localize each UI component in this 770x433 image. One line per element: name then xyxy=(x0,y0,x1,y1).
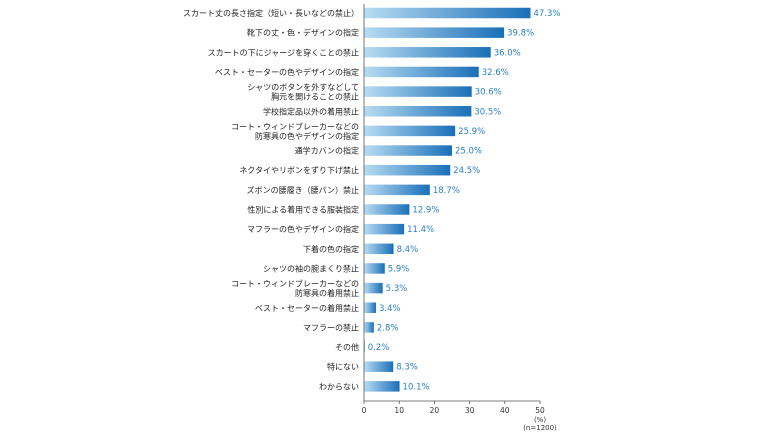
bar xyxy=(364,66,479,78)
category-label: 性別による着用できる服装指定 xyxy=(247,205,359,215)
category-label: マフラーの色やデザインの指定 xyxy=(247,224,359,234)
category-label-line: シャツのボタンを外すなどして xyxy=(247,82,359,92)
value-label: 2.8% xyxy=(377,323,399,333)
bar xyxy=(364,125,456,137)
category-label: コート・ウィンドブレーカーなどの防寒具の色やデザインの指定 xyxy=(231,121,359,141)
x-tick-label: 40 xyxy=(500,406,510,415)
value-label: 12.9% xyxy=(412,206,439,216)
x-tick-label: 50 xyxy=(535,406,545,415)
bar xyxy=(364,164,451,176)
value-label: 0.2% xyxy=(368,343,390,353)
x-tick-label: 20 xyxy=(430,406,440,415)
category-label: スカート丈の長さ指定（短い・長いなどの禁止） xyxy=(183,8,359,18)
x-tick-label: 10 xyxy=(394,406,404,415)
unit-label: (%) xyxy=(534,416,546,424)
bar xyxy=(364,263,385,274)
value-label: 25.9% xyxy=(458,127,485,137)
value-label: 39.8% xyxy=(507,29,534,39)
bar xyxy=(364,302,376,313)
category-label-line: 防寒具の着用禁止 xyxy=(295,288,359,298)
sample-size-note: (n=1200) xyxy=(523,424,557,432)
value-label: 30.5% xyxy=(474,107,501,117)
bar xyxy=(364,27,505,38)
x-axis: 0 10 20 30 40 50(%)(n=1200) xyxy=(362,4,557,432)
x-tick-label: 0 xyxy=(362,406,367,415)
value-label: 25.0% xyxy=(455,147,482,157)
bar xyxy=(364,145,452,156)
category-label: コート・ウィンドブレーカーなどの防寒具の着用禁止 xyxy=(231,279,359,299)
category-label-line: コート・ウィンドブレーカーなどの xyxy=(231,279,359,289)
category-label: スカートの下にジャージを穿くことの禁止 xyxy=(208,47,359,57)
value-label: 24.5% xyxy=(453,166,480,176)
value-label: 30.6% xyxy=(475,88,502,98)
value-label: 5.9% xyxy=(388,264,410,274)
bar xyxy=(364,243,394,255)
category-label-line: コート・ウィンドブレーカーなどの xyxy=(231,121,359,131)
category-label: ネクタイやリボンをずり下げ禁止 xyxy=(239,165,359,175)
category-label: 学校指定品以外の着用禁止 xyxy=(263,106,359,116)
value-label: 11.4% xyxy=(407,225,434,235)
category-label: 下着の色の指定 xyxy=(303,244,359,254)
category-label: 靴下の丈・色・デザインの指定 xyxy=(247,28,359,38)
category-label: わからない xyxy=(319,382,359,391)
category-label: ベスト・セーターの着用禁止 xyxy=(255,303,359,313)
bar xyxy=(364,223,405,235)
category-label: ズボンの腰履き（腰パン）禁止 xyxy=(247,185,359,195)
bar xyxy=(364,381,400,392)
value-label: 8.3% xyxy=(396,363,418,373)
value-label: 10.1% xyxy=(403,382,430,392)
category-label: マフラーの禁止 xyxy=(303,322,359,332)
category-label: ベスト・セーターの色やデザインの指定 xyxy=(215,67,359,77)
value-label: 3.4% xyxy=(379,304,401,314)
bar xyxy=(364,282,383,294)
category-label: その他 xyxy=(335,342,359,352)
bars-group: 47.3% スカート丈の長さ指定（短い・長いなどの禁止） 39.8% 靴下の丈・色・デ… xyxy=(183,7,561,392)
category-label: 特にない xyxy=(327,362,359,372)
value-label: 8.4% xyxy=(397,245,419,255)
bar xyxy=(364,322,374,333)
bar xyxy=(364,204,410,215)
bar xyxy=(364,106,472,117)
category-label: 通学カバンの指定 xyxy=(295,146,359,156)
bar xyxy=(364,184,430,196)
bar xyxy=(364,7,531,19)
value-label: 5.3% xyxy=(386,284,408,294)
category-label: シャツの袖の腕まくり禁止 xyxy=(263,263,359,273)
category-label-line: 防寒具の色やデザインの指定 xyxy=(255,131,359,141)
value-label: 36.0% xyxy=(494,48,521,58)
x-tick-label: 30 xyxy=(465,406,475,415)
bar xyxy=(364,86,472,97)
bar xyxy=(364,47,491,58)
category-label-line: 胸元を開けることの禁止 xyxy=(271,92,359,102)
value-label: 32.6% xyxy=(482,68,509,78)
category-label: シャツのボタンを外すなどして胸元を開けることの禁止 xyxy=(247,82,359,102)
value-label: 47.3% xyxy=(534,9,561,19)
bar xyxy=(364,361,394,372)
value-label: 18.7% xyxy=(433,186,460,196)
